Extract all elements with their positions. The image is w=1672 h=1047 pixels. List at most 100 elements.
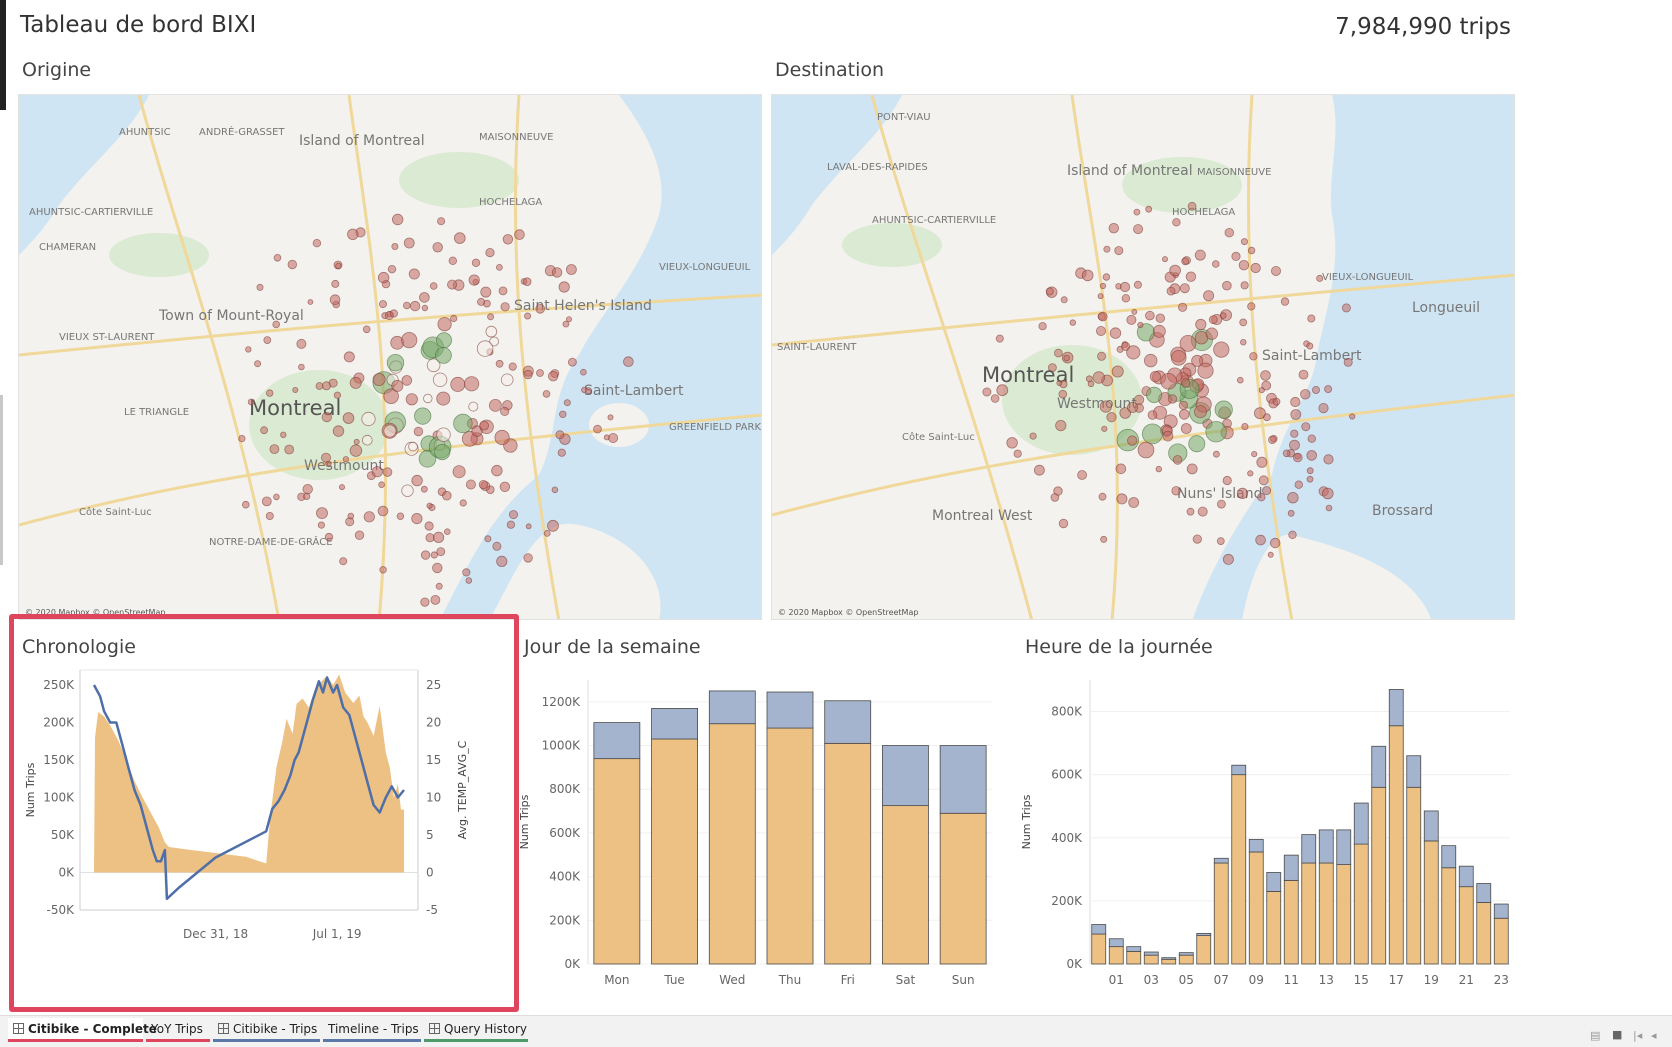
y2-tick-label: 25 xyxy=(426,678,441,692)
station-dot xyxy=(254,360,262,368)
station-dot xyxy=(362,325,371,334)
scroll-first-icon[interactable]: |◂ xyxy=(1633,1029,1643,1042)
left-edge-bar xyxy=(0,0,6,110)
station-dot xyxy=(500,406,510,416)
left-scroll-indicator[interactable] xyxy=(0,395,3,565)
station-dot xyxy=(1137,321,1144,329)
station-dot xyxy=(471,258,481,267)
tab-citibike-complete[interactable]: Citibike - Complete xyxy=(8,1018,157,1042)
station-dot xyxy=(1306,475,1314,483)
station-dot xyxy=(273,493,280,501)
park-area xyxy=(842,223,942,267)
station-dot xyxy=(331,279,340,288)
tab-label: Timeline - Trips xyxy=(328,1022,419,1036)
y-tick-label: 250K xyxy=(43,678,75,692)
station-dot xyxy=(349,376,362,389)
timeline-chart[interactable]: 250K 200K 150K 100K 50K 0K -50K 25 20 15 10 5 0 -5 Dec… xyxy=(18,669,513,1006)
hour-chart[interactable]: 0K 200K 400K 600K 800K Num Trips 01 03 05 07 09 11 1… xyxy=(1020,670,1520,1010)
tab-timeline-trips[interactable]: Timeline - Trips xyxy=(323,1018,421,1042)
bar-segment-primary xyxy=(1388,725,1404,965)
station-dot xyxy=(1323,454,1334,465)
station-dot xyxy=(437,317,452,332)
station-dot xyxy=(402,301,411,310)
station-dot xyxy=(514,229,525,240)
map-place-label: GREENFIELD PARK xyxy=(669,422,761,433)
station-dot xyxy=(447,279,458,290)
station-dot xyxy=(468,274,480,286)
station-dot xyxy=(1247,470,1254,477)
bar-segment-secondary xyxy=(1283,854,1299,881)
tab-label: YoY Trips xyxy=(151,1022,203,1036)
station-dot xyxy=(403,237,415,249)
y-tick-label: 600K xyxy=(1051,768,1083,782)
tab-citibike-trips[interactable]: Citibike - Trips xyxy=(213,1018,320,1042)
timeline-title: Chronologie xyxy=(22,636,136,658)
station-dot xyxy=(1262,486,1272,496)
station-dot xyxy=(1205,421,1227,443)
station-dot xyxy=(265,511,274,520)
weekday-title: Jour de la semaine xyxy=(524,636,701,658)
x-tick-label: 01 xyxy=(1109,973,1124,987)
station-dot xyxy=(1081,269,1094,282)
tab-list-icon[interactable]: ▤ xyxy=(1590,1029,1601,1042)
station-dot xyxy=(1058,389,1068,399)
y2-axis-title: Avg. TEMP_AVG_C xyxy=(456,740,469,839)
station-dot xyxy=(261,496,272,507)
station-dot xyxy=(1194,249,1206,261)
y-tick-label: 50K xyxy=(51,828,75,842)
station-dot xyxy=(1240,281,1249,290)
weekday-chart-svg[interactable]: 0K 200K 400K 600K 800K 1000K 1200K Num Trips Mon… xyxy=(518,670,1015,1010)
station-dot xyxy=(245,346,252,353)
station-dot xyxy=(523,553,533,563)
station-dot xyxy=(523,369,533,380)
station-dot xyxy=(487,313,495,321)
highway xyxy=(513,95,561,619)
bar-segment-secondary xyxy=(1388,689,1404,727)
destination-map-canvas[interactable]: PONT-VIAU LAVAL-DES-RAPIDES AHUNTSIC-CARTI… xyxy=(772,95,1515,620)
bar-segment-primary xyxy=(824,742,872,965)
st-lawrence-river xyxy=(440,95,761,619)
origin-map-canvas[interactable]: AHUNTSIC ANDRÉ-GRASSET AHUNTSIC-CARTIERVIL… xyxy=(19,95,762,620)
scroll-prev-icon[interactable]: ◂ xyxy=(1651,1029,1657,1042)
tab-query-history[interactable]: Query History xyxy=(424,1018,528,1042)
station-dot xyxy=(1033,464,1045,476)
tab-indicator xyxy=(146,1039,210,1042)
y-tick-label: 100K xyxy=(43,791,75,805)
station-dot xyxy=(1290,396,1301,408)
grid-icon xyxy=(13,1023,24,1034)
station-dot xyxy=(1097,311,1108,322)
y-tick-label: 200K xyxy=(1051,894,1083,908)
station-dot xyxy=(1145,386,1163,403)
y-tick-label: 600K xyxy=(549,826,581,840)
station-dot xyxy=(420,597,430,607)
station-dot xyxy=(1178,409,1190,420)
bar-segment-secondary xyxy=(1406,755,1422,788)
map-place-label: MAISONNEUVE xyxy=(1197,167,1271,178)
station-dot xyxy=(508,362,517,371)
hour-chart-svg[interactable]: 0K 200K 400K 600K 800K Num Trips 01 03 05 07 09 11 1… xyxy=(1020,670,1520,1010)
tab-yoy-trips[interactable]: YoY Trips xyxy=(146,1018,210,1042)
station-dot xyxy=(284,444,295,455)
weekday-chart[interactable]: 0K 200K 400K 600K 800K 1000K 1200K Num Trips Mon… xyxy=(518,670,1015,1010)
origin-map[interactable]: AHUNTSIC ANDRÉ-GRASSET AHUNTSIC-CARTIERVIL… xyxy=(18,94,762,620)
x-tick-label: Fri xyxy=(841,973,855,987)
station-dot xyxy=(424,521,434,531)
station-dot xyxy=(1324,385,1333,394)
timeline-chart-svg[interactable]: 250K 200K 150K 100K 50K 0K -50K 25 20 15 10 5 0 -5 Dec… xyxy=(18,669,513,1006)
station-dot xyxy=(562,320,570,328)
station-dot xyxy=(1222,475,1232,486)
station-dot xyxy=(566,264,577,275)
y-tick-label: 150K xyxy=(43,753,75,767)
map-place-label: ANDRÉ-GRASSET xyxy=(199,125,285,138)
tab-label: Query History xyxy=(444,1022,527,1036)
destination-map[interactable]: PONT-VIAU LAVAL-DES-RAPIDES AHUNTSIC-CARTI… xyxy=(771,94,1515,620)
station-dot xyxy=(435,582,443,590)
filmstrip-icon[interactable]: ■ xyxy=(1612,1028,1623,1041)
x-tick-label: Jul 1, 19 xyxy=(312,927,362,941)
bar-segment-primary xyxy=(1476,902,1492,965)
station-dot xyxy=(1114,246,1124,256)
station-dot xyxy=(1236,376,1244,384)
station-dot xyxy=(377,505,389,517)
station-dot xyxy=(1101,425,1108,432)
station-dot xyxy=(555,430,565,440)
